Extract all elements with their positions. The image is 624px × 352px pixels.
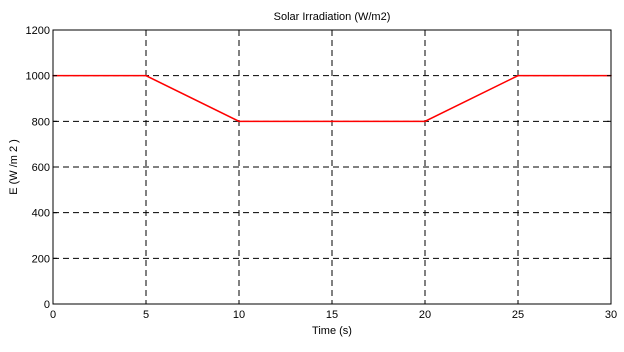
- series-point: [517, 75, 519, 77]
- y-tick-label: 200: [32, 253, 50, 265]
- series-point: [238, 121, 240, 123]
- x-tick-label: 25: [512, 309, 524, 321]
- series-point: [145, 75, 147, 77]
- x-tick-label: 0: [50, 309, 56, 321]
- y-tick-label: 800: [32, 116, 50, 128]
- y-axis-label: E (W /m 2 ): [8, 139, 20, 195]
- y-tick-label: 600: [32, 162, 50, 174]
- x-tick-label: 15: [326, 309, 338, 321]
- x-tick-label: 5: [143, 309, 149, 321]
- y-tick-label: 1000: [26, 71, 50, 83]
- x-tick-label: 10: [233, 309, 245, 321]
- x-axis-label: Time (s): [312, 325, 352, 337]
- y-tick-label: 1200: [26, 25, 50, 37]
- chart-title: Solar Irradiation (W/m2): [274, 11, 391, 23]
- x-tick-label: 20: [419, 309, 431, 321]
- series-point: [424, 121, 426, 123]
- y-tick-label: 400: [32, 208, 50, 220]
- x-tick-label: 30: [605, 309, 617, 321]
- y-tick-label: 0: [44, 299, 50, 311]
